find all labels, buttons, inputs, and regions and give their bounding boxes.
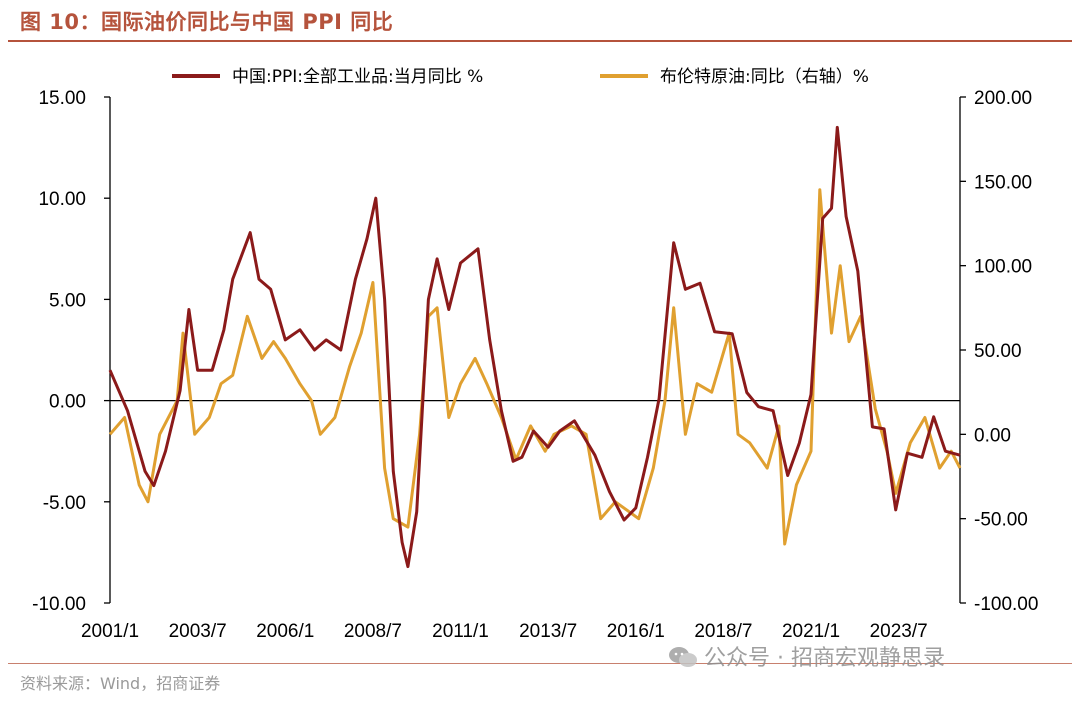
source-rule: [8, 663, 1072, 664]
source-note: 资料来源：Wind，招商证券: [20, 674, 221, 693]
legend-label-ppi: 中国:PPI:全部工业品:当月同比 %: [232, 67, 483, 87]
left-y-tick-label: -5.00: [43, 493, 86, 514]
right-y-tick-label: 150.00: [974, 172, 1032, 193]
x-tick-label: 2023/7: [870, 621, 928, 642]
legend: 中国:PPI:全部工业品:当月同比 % 布伦特原油:同比（右轴）%: [172, 67, 869, 87]
right-y-tick-label: -100.00: [974, 594, 1038, 615]
series-line-brent: [108, 188, 962, 546]
right-y-tick-label: 0.00: [974, 425, 1011, 446]
watermark: 公众号 · 招商宏观静思录: [668, 640, 945, 672]
left-y-tick-label: 10.00: [38, 189, 86, 210]
x-tick-label: 2008/7: [344, 621, 402, 642]
left-y-tick-label: 0.00: [49, 392, 86, 413]
right-y-tick-label: -50.00: [974, 510, 1028, 531]
watermark-text: 公众号 · 招商宏观静思录: [704, 646, 945, 671]
legend-label-brent: 布伦特原油:同比（右轴）%: [660, 67, 869, 87]
right-y-tick-label: 100.00: [974, 257, 1032, 278]
right-y-tick-label: 200.00: [974, 88, 1032, 109]
left-y-tick-labels: 15.00 10.00 5.00 0.00 -5.00 -10.00: [32, 88, 86, 615]
figure-title: 图 10：国际油价同比与中国 PPI 同比: [20, 10, 394, 34]
series-layer: [108, 125, 962, 569]
left-y-tick-label: -10.00: [32, 594, 86, 615]
right-y-tick-labels: 200.00 150.00 100.00 50.00 0.00 -50.00 -100.00: [974, 88, 1038, 615]
title-rule: [8, 40, 1072, 42]
x-tick-label: 2003/7: [169, 621, 227, 642]
x-tick-label: 2011/1: [432, 621, 489, 642]
right-y-tick-label: 50.00: [974, 341, 1022, 362]
x-tick-label: 2013/7: [519, 621, 577, 642]
x-tick-label: 2016/1: [607, 621, 665, 642]
x-tick-label: 2018/7: [694, 621, 752, 642]
x-tick-labels: 2001/1 2003/7 2006/1 2008/7 2011/1 2013/7 2016…: [81, 621, 928, 642]
wechat-icon: [669, 647, 697, 667]
axes: [104, 96, 966, 604]
left-y-tick-label: 15.00: [38, 88, 86, 109]
series-line-ppi: [108, 125, 961, 569]
x-tick-label: 2001/1: [81, 621, 139, 642]
left-y-tick-label: 5.00: [49, 290, 86, 311]
x-tick-label: 2006/1: [256, 621, 314, 642]
x-tick-label: 2021/1: [782, 621, 840, 642]
